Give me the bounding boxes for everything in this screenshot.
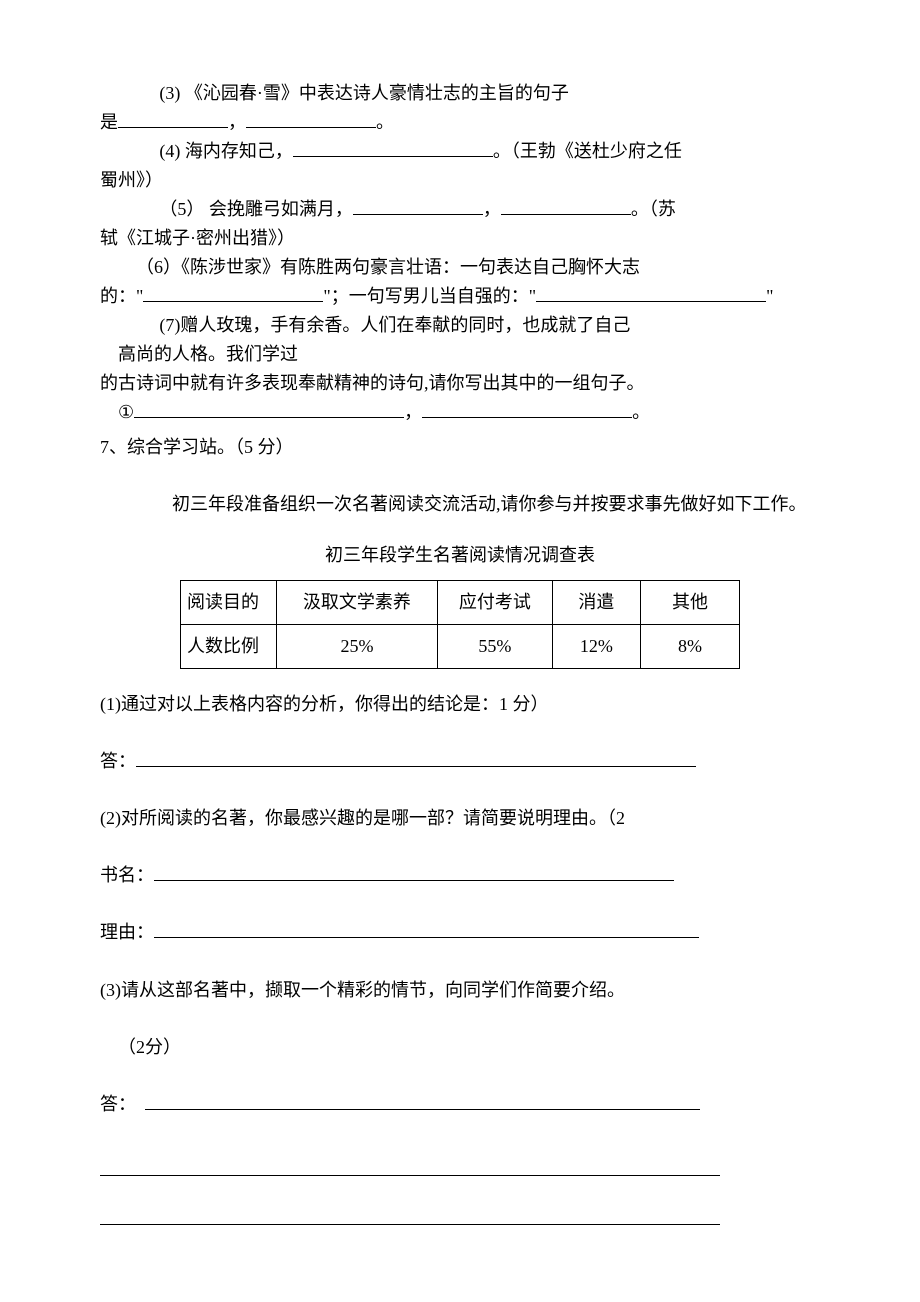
cell-1: 55% [438, 624, 553, 668]
table-caption: 初三年段学生名著阅读情况调查表 [100, 540, 820, 571]
q3-blank1[interactable] [118, 127, 228, 128]
q7blank-line3-text: 的古诗词中就有许多表现奉献精神的诗句,请你写出其中的一组句子。 [100, 373, 645, 393]
sub1-blank[interactable] [136, 766, 696, 767]
cell-2: 12% [552, 624, 640, 668]
sub1-ans: 答： [100, 740, 820, 783]
q7blank-blank1[interactable] [134, 417, 404, 418]
q3-line2: 是 ， 。 [100, 109, 820, 136]
sub3-ans-label: 答： [100, 1094, 136, 1114]
q7blank-line4: ① ， 。 [100, 399, 820, 426]
sub3-q: (3)请从这部名著中，撷取一个精彩的情节，向同学们作简要介绍。 [100, 969, 820, 1012]
q5-blank2[interactable] [501, 214, 631, 215]
q5-line2: 轼《江城子·密州出猎》） [100, 225, 820, 252]
cell-3: 8% [641, 624, 740, 668]
sub1-ans-label: 答： [100, 751, 136, 771]
sub2-book-blank[interactable] [154, 880, 674, 881]
th-1: 汲取文学素养 [276, 581, 437, 625]
q7blank-line4a: ① [118, 402, 134, 422]
q7-intro: 初三年段准备组织一次名著阅读交流活动,请你参与并按要求事先做好如下工作。 [100, 483, 820, 526]
q6-c: " [766, 286, 773, 306]
th-4: 其他 [641, 581, 740, 625]
q3-blank2[interactable] [246, 127, 376, 128]
table-data-row: 人数比例 25% 55% 12% 8% [181, 624, 740, 668]
row-label: 人数比例 [181, 624, 277, 668]
q6-a: 的：" [100, 286, 143, 306]
q7blank-line3: 的古诗词中就有许多表现奉献精神的诗句,请你写出其中的一组句子。 [100, 370, 820, 397]
q6-line2: 的：" "；一句写男儿当自强的：" " [100, 283, 820, 310]
q4-line2: 蜀州》） [100, 167, 820, 194]
th-3: 消遣 [552, 581, 640, 625]
q4-suffix: 。（王勃《送杜少府之任 [493, 141, 682, 161]
q7-title: 7、综合学习站。（5 分） [100, 432, 820, 463]
q3-line1: (3) 《沁园春·雪》中表达诗人豪情壮志的主旨的句子 [100, 80, 820, 107]
sub1-q: (1)通过对以上表格内容的分析，你得出的结论是：1 分） [100, 683, 820, 726]
q6-b: "；一句写男儿当自强的：" [323, 286, 536, 306]
sub2-book-label: 书名： [100, 865, 154, 885]
sub2-q: (2)对所阅读的名著，你最感兴趣的是哪一部？请简要说明理由。（2 [100, 797, 820, 840]
sub3-blank1[interactable] [145, 1109, 700, 1110]
q4-line2-text: 蜀州》） [100, 170, 163, 190]
sub2-book: 书名： [100, 854, 820, 897]
q5-line1: （5） 会挽雕弓如满月， ， 。（苏 [100, 196, 820, 223]
q5-line2-text: 轼《江城子·密州出猎》） [100, 228, 295, 248]
q5-suffix: 。（苏 [631, 199, 676, 219]
sub3-blank2[interactable] [100, 1154, 720, 1176]
sub2-reason: 理由： [100, 911, 820, 954]
sub3-blank3[interactable] [100, 1204, 720, 1226]
q7blank-end: 。 [632, 402, 650, 422]
q4-line1: (4) 海内存知己， 。（王勃《送杜少府之任 [100, 138, 820, 165]
q6-blank1[interactable] [143, 301, 323, 302]
q3-line2-prefix: 是 [100, 112, 118, 132]
q7blank-prefix: (7)赠人玫瑰，手有余香。人们在奉献的同时，也成就了自己 [159, 315, 630, 335]
sub2-reason-blank[interactable] [154, 937, 699, 938]
q5-prefix: （5） 会挽雕弓如满月， [159, 199, 353, 219]
q5-sep: ， [483, 199, 501, 219]
table-header-row: 阅读目的 汲取文学素养 应付考试 消遣 其他 [181, 581, 740, 625]
q7blank-sep: ， [404, 402, 422, 422]
survey-table: 阅读目的 汲取文学素养 应付考试 消遣 其他 人数比例 25% 55% 12% … [180, 580, 740, 668]
q7blank-line2: 高尚的人格。我们学过 [100, 341, 820, 368]
sub3-points: （2分） [100, 1026, 820, 1069]
q6-prefix: （6）《陈涉世家》有陈胜两句豪言壮语：一句表达自己胸怀大志 [136, 257, 640, 277]
q7blank-line2-text: 高尚的人格。我们学过 [118, 344, 298, 364]
th-2: 应付考试 [438, 581, 553, 625]
cell-0: 25% [276, 624, 437, 668]
q6-blank2[interactable] [536, 301, 766, 302]
q3-sep: ， [228, 112, 246, 132]
th-0: 阅读目的 [181, 581, 277, 625]
sub2-reason-label: 理由： [100, 922, 154, 942]
q7blank-line1: (7)赠人玫瑰，手有余香。人们在奉献的同时，也成就了自己 [100, 312, 820, 339]
sub3-ans: 答： [100, 1083, 820, 1126]
q4-prefix: (4) 海内存知己， [159, 141, 293, 161]
q6-line1: （6）《陈涉世家》有陈胜两句豪言壮语：一句表达自己胸怀大志 [100, 254, 820, 281]
q3-prefix: (3) 《沁园春·雪》中表达诗人豪情壮志的主旨的句子 [159, 83, 568, 103]
q3-end: 。 [376, 112, 394, 132]
q7blank-blank2[interactable] [422, 417, 632, 418]
q4-blank[interactable] [293, 156, 493, 157]
q5-blank1[interactable] [353, 214, 483, 215]
